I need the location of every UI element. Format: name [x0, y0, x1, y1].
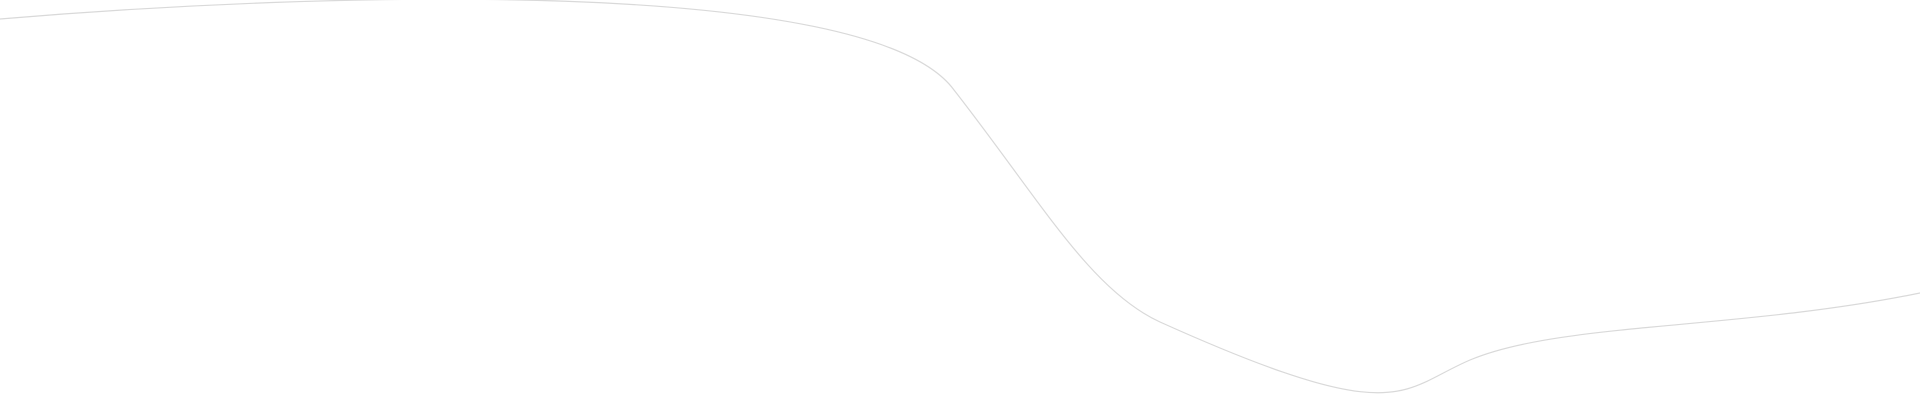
decorative-wave-line: [0, 0, 1920, 394]
